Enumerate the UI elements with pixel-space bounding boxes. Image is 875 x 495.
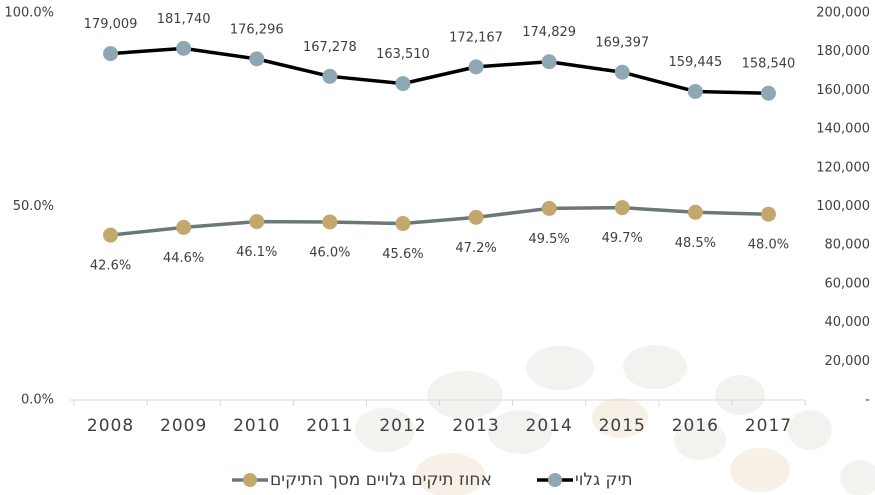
data-label: 181,740: [157, 12, 211, 27]
marker: [760, 85, 776, 101]
series-line: [110, 205, 769, 237]
y2-tick-label: 60,000: [825, 276, 871, 291]
marker: [249, 214, 265, 230]
x-tick-label: 2013: [452, 416, 499, 436]
y-tick-label: 0.0%: [21, 393, 54, 408]
y2-tick-label: -: [865, 393, 870, 408]
marker: [468, 59, 484, 75]
marker: [176, 219, 192, 235]
data-label: 47.2%: [455, 241, 496, 256]
data-label: 169,397: [595, 36, 649, 51]
y2-tick-label: 120,000: [816, 160, 870, 175]
data-label: 48.0%: [748, 238, 789, 253]
marker: [322, 68, 338, 84]
y2-tick-label: 40,000: [825, 315, 871, 330]
data-label: 174,829: [522, 25, 576, 40]
marker: [760, 206, 776, 222]
background-decoration: [355, 345, 875, 495]
data-label: 49.7%: [602, 231, 643, 246]
x-tick-label: 2017: [745, 416, 792, 436]
marker: [541, 200, 557, 216]
y2-tick-label: 160,000: [816, 83, 870, 98]
legend-label: אחוז תיקים גלויים מסך התיקים: [270, 470, 492, 490]
y2-tick-label: 100,000: [816, 199, 870, 214]
marker: [687, 204, 703, 220]
marker: [395, 216, 411, 232]
marker: [176, 40, 192, 56]
data-label: 176,296: [230, 22, 284, 37]
y2-tick-label: 140,000: [816, 122, 870, 137]
y2-tick-label: 180,000: [816, 44, 870, 59]
x-tick-label: 2009: [160, 416, 207, 436]
x-tick-label: 2008: [87, 416, 134, 436]
marker: [395, 76, 411, 92]
y-tick-label: 50.0%: [13, 199, 54, 214]
data-label: 179,009: [84, 17, 138, 32]
data-label: 45.6%: [382, 247, 423, 262]
y2-tick-label: 200,000: [816, 6, 870, 21]
marker: [614, 64, 630, 80]
data-label: 159,445: [668, 55, 722, 70]
x-tick-label: 2012: [379, 416, 426, 436]
marker: [614, 200, 630, 216]
y2-tick-label: 80,000: [825, 238, 871, 253]
marker: [103, 46, 119, 62]
data-label: 42.6%: [90, 259, 131, 274]
marker: [322, 214, 338, 230]
legend-marker: [548, 473, 562, 487]
y2-tick-label: 20,000: [825, 354, 871, 369]
marker: [687, 83, 703, 99]
data-label: 44.6%: [163, 251, 204, 266]
marker: [468, 209, 484, 225]
y-tick-label: 100.0%: [4, 6, 54, 21]
data-label: 172,167: [449, 30, 503, 45]
data-label: 158,540: [742, 57, 796, 72]
data-label: 49.5%: [528, 232, 569, 247]
data-label: 163,510: [376, 47, 430, 62]
marker: [103, 227, 119, 243]
data-label: 167,278: [303, 40, 357, 55]
x-tick-label: 2015: [599, 416, 646, 436]
x-tick-label: 2016: [672, 416, 719, 436]
x-tick-label: 2011: [306, 416, 353, 436]
marker: [541, 54, 557, 70]
data-label: 46.1%: [236, 245, 277, 260]
x-tick-label: 2010: [233, 416, 280, 436]
legend-label: תיק גלוי: [575, 470, 633, 490]
marker: [249, 51, 265, 67]
series-line: [110, 46, 769, 95]
x-tick-label: 2014: [526, 416, 573, 436]
legend-marker: [243, 473, 257, 487]
data-label: 48.5%: [675, 236, 716, 251]
data-label: 46.0%: [309, 245, 350, 260]
